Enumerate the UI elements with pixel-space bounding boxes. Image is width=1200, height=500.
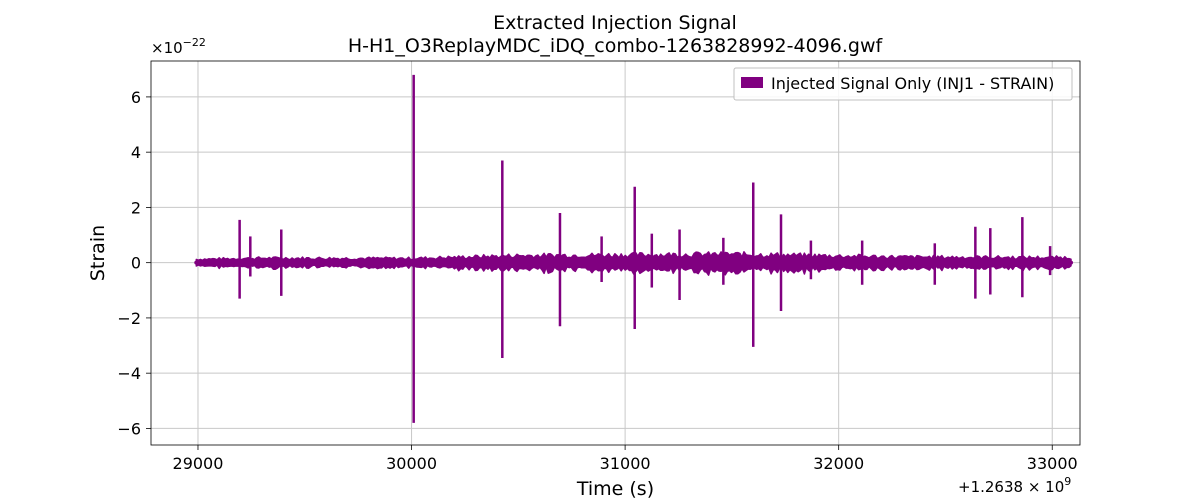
y-tick-label: −2 [117,309,141,328]
x-offset-label: +1.2638 × 109 [958,475,1071,496]
plot-frame [150,60,1081,446]
x-tick-label: 32000 [813,454,864,473]
y-multiplier-label: ×10−22 [151,36,206,57]
y-tick-label: −4 [117,364,141,383]
x-offset-exponent: 9 [1064,475,1071,488]
y-tick-label: 6 [131,88,141,107]
x-tick-label: 31000 [600,454,651,473]
y-tick-label: 0 [131,254,141,273]
chart-title: Extracted Injection Signal [493,12,737,34]
x-tick-label: 29000 [173,454,224,473]
y-multiplier-exponent: −22 [183,36,206,49]
x-axis-label: Time (s) [576,478,654,500]
y-tick-label: 4 [131,143,141,162]
legend-label: Injected Signal Only (INJ1 - STRAIN) [771,74,1054,93]
y-axis-label: Strain [87,225,109,281]
x-tick-label: 33000 [1027,454,1078,473]
y-tick-label: −6 [117,419,141,438]
y-tick-label: 2 [131,198,141,217]
chart-subtitle: H-H1_O3ReplayMDC_iDQ_combo-1263828992-40… [347,35,883,57]
x-tick-label: 30000 [386,454,437,473]
legend-box [733,67,1073,101]
legend-swatch [741,77,763,88]
